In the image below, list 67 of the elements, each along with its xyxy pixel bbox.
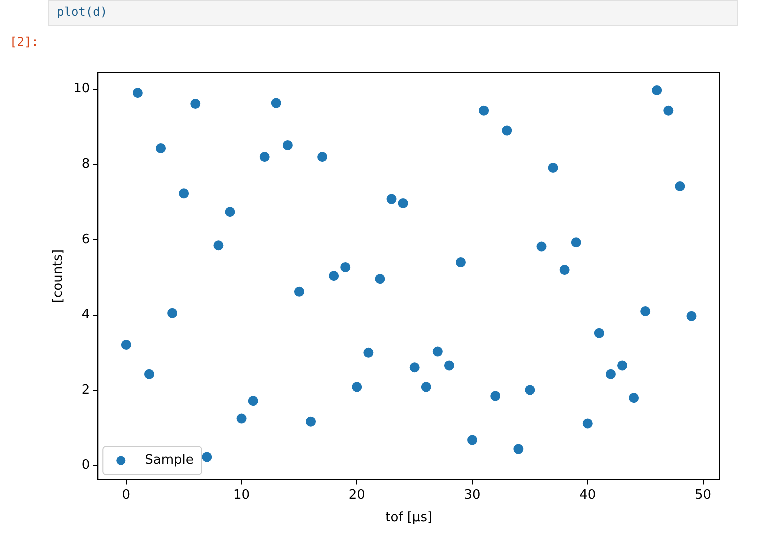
point (121, 340, 132, 350)
point (248, 396, 258, 406)
point (502, 126, 512, 136)
point (490, 391, 501, 402)
point (306, 416, 316, 427)
point (340, 262, 351, 272)
y-tick-label: 6 (82, 232, 90, 248)
x-axis-title: tof [μs] (386, 510, 433, 526)
point (686, 311, 697, 322)
point (168, 308, 178, 318)
point (294, 286, 304, 297)
point (190, 99, 201, 110)
point (260, 152, 270, 162)
point (352, 382, 362, 392)
legend-label: Sample (145, 453, 194, 468)
point (202, 452, 212, 462)
point (271, 98, 282, 108)
point (236, 414, 247, 424)
point (652, 85, 662, 96)
point (144, 369, 154, 380)
point (421, 382, 432, 392)
point (364, 348, 374, 358)
point (156, 143, 166, 154)
x-tick-label: 0 (122, 488, 131, 503)
x-tick-label: 50 (695, 488, 712, 503)
point (606, 369, 616, 380)
y-axis-title: [counts] (51, 250, 66, 304)
y-tick-label: 0 (82, 458, 90, 474)
point (329, 271, 340, 282)
point (432, 346, 443, 357)
point (214, 240, 224, 251)
point (629, 393, 640, 404)
point (444, 360, 454, 371)
point (664, 106, 674, 116)
point (132, 88, 143, 98)
x-tick-label: 30 (464, 488, 481, 503)
text: plot(d) (48, 0, 738, 26)
point (536, 242, 547, 252)
point (225, 207, 236, 218)
y-tick-label: 2 (82, 382, 90, 398)
point (640, 306, 651, 317)
point (582, 418, 593, 429)
point (618, 360, 628, 371)
point (479, 106, 490, 116)
point (675, 182, 686, 192)
point (410, 362, 420, 373)
point (318, 152, 328, 162)
point (179, 188, 190, 199)
x-tick-label: 20 (348, 488, 366, 503)
point (594, 328, 604, 338)
text: [2]: (10, 35, 39, 49)
point (525, 385, 536, 396)
y-tick-label: 4 (82, 308, 90, 323)
y-tick-label: 8 (82, 157, 90, 172)
x-tick-label: 40 (580, 488, 596, 503)
y-tick-label: 10 (74, 82, 90, 97)
point (468, 435, 478, 446)
point (386, 194, 397, 204)
point (514, 444, 524, 454)
point (375, 274, 386, 284)
point (560, 265, 570, 276)
point (456, 258, 466, 268)
point (398, 198, 408, 208)
point (571, 238, 582, 248)
point (548, 163, 558, 174)
point (282, 140, 293, 150)
x-tick-label: 10 (234, 488, 250, 503)
